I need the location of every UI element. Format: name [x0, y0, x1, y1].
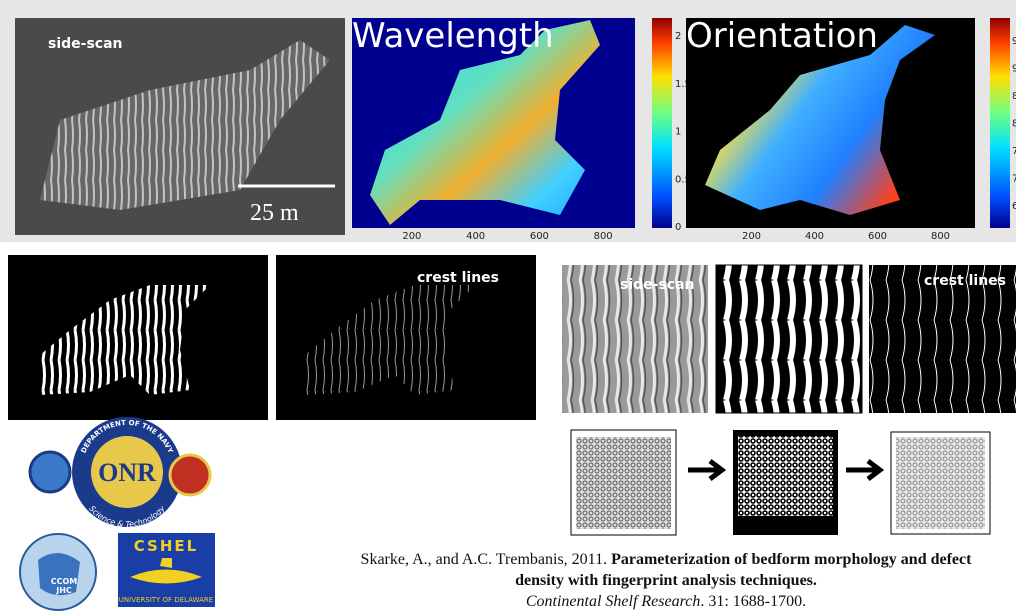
colorbar-tick-label: 8	[1012, 119, 1016, 130]
binary-ripples	[40, 285, 210, 395]
colorbar-tick-label: 6	[1012, 201, 1016, 212]
colorbar-tick-label: 2	[675, 31, 681, 42]
citation-authors: Skarke, A., and A.C. Trembanis, 2011.	[360, 551, 608, 568]
wavelength-title: Wavelength	[352, 16, 554, 56]
wavelength-colorbar	[652, 18, 672, 228]
x-tick-label: 800	[931, 231, 950, 242]
colorbar-tick-label: 8	[1012, 91, 1016, 102]
x-tick-label: 800	[594, 231, 613, 242]
example-binary	[715, 264, 863, 414]
citation-details: . 31: 1688-1700.	[700, 593, 807, 610]
marine-seal	[168, 453, 212, 497]
submarine	[130, 558, 202, 584]
x-tick-label: 400	[466, 231, 485, 242]
ccom-map	[38, 552, 80, 596]
colorbar-tick-label: 1.5	[675, 79, 691, 90]
fingerprint-crest	[896, 437, 985, 529]
x-tick-label: 200	[742, 231, 761, 242]
x-tick-label: 600	[530, 231, 549, 242]
cshel-university: UNIVERSITY OF DELAWARE	[119, 596, 213, 604]
example-crest-lines	[869, 265, 1016, 413]
fingerprint-binary	[738, 436, 833, 516]
colorbar-tick-label: 0	[675, 222, 681, 233]
side-scan-ripples	[40, 40, 330, 210]
x-tick-label: 200	[402, 231, 421, 242]
orientation-colorbar	[990, 18, 1010, 228]
arrow	[688, 459, 727, 481]
orientation-map	[705, 25, 935, 215]
citation-journal: Continental Shelf Research	[525, 593, 701, 610]
example-crest-lines-label: crest lines	[924, 273, 1006, 289]
colorbar-tick-label: 7	[1012, 174, 1016, 185]
orientation-title: Orientation	[686, 16, 878, 56]
citation: Skarke, A., and A.C. Trembanis, 2011. Pa…	[356, 549, 976, 612]
citation-title: Parameterization of bedform morphology a…	[515, 551, 972, 589]
x-tick-label: 600	[868, 231, 887, 242]
cshel-name: CSHEL	[134, 537, 198, 555]
onr-mark: ONR	[98, 458, 156, 487]
navy-seal	[28, 450, 72, 494]
colorbar-tick-label: 9	[1012, 64, 1016, 75]
colorbar-tick-label: 0.5	[675, 174, 691, 185]
x-tick-label: 400	[805, 231, 824, 242]
side-scan-label: side-scan	[48, 36, 123, 52]
scale-bar-label: 25 m	[250, 200, 299, 226]
wavelength-map	[370, 20, 600, 225]
example-side-scan-label: side-scan	[620, 277, 695, 293]
ccom-line1: CCOM	[51, 577, 78, 586]
onr-logo-inner	[91, 436, 163, 508]
fingerprint-raw	[576, 437, 671, 529]
arrow	[846, 459, 885, 481]
crest-lines-ripples	[305, 285, 475, 395]
colorbar-tick-label: 7	[1012, 146, 1016, 157]
crest-lines-label: crest lines	[417, 270, 499, 286]
ccom-line2: JHC	[55, 586, 72, 595]
colorbar-tick-label: 9	[1012, 36, 1016, 47]
colorbar-tick-label: 1	[675, 127, 681, 138]
example-side-scan	[562, 265, 708, 413]
